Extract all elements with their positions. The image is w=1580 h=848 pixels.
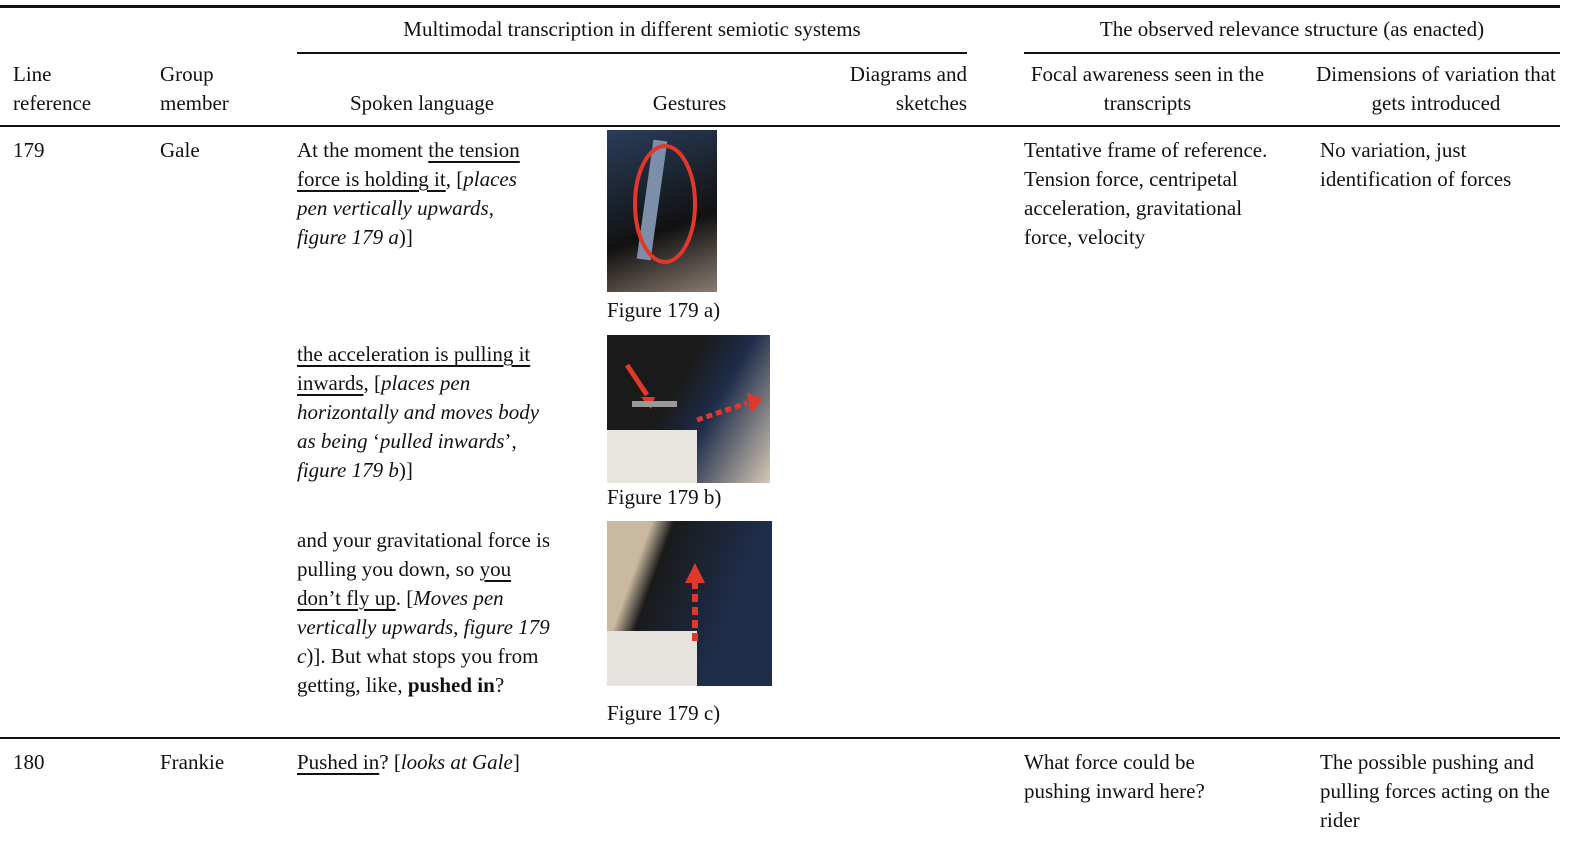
text-run: , [ — [445, 167, 464, 191]
dimensions-of-variation: The possible pushing and pulling forces … — [1320, 750, 1550, 832]
top-rule — [0, 5, 1560, 8]
header-rule — [0, 125, 1560, 127]
text-run: . [ — [395, 586, 414, 610]
text-run: ] — [512, 750, 520, 774]
text-run: pushed in — [407, 673, 495, 697]
text-run: the acceleration is pulling it inwards — [297, 342, 531, 395]
text-run: places pen horizontally and moves body a… — [297, 371, 540, 453]
text-run: Moves pen vertically upwards — [297, 586, 504, 639]
text-run: )] — [398, 225, 413, 249]
text-run: and your gravitational force is pulling … — [297, 528, 551, 581]
text-run: , [ — [363, 371, 382, 395]
text-run: , — [453, 615, 464, 639]
spoken-text: and your gravitational force is pulling … — [297, 526, 552, 700]
focal-awareness: What force could be pushing inward here? — [1024, 750, 1205, 803]
gesture-photo — [607, 130, 717, 292]
group-member: Gale — [160, 138, 200, 162]
text-run: pulled inwards — [379, 429, 505, 453]
photo-overlay — [633, 139, 697, 264]
column-header: Group member — [160, 62, 229, 115]
text-run: )]. But what stops you from getting, lik… — [297, 644, 539, 697]
group-rule — [1024, 52, 1560, 54]
text-run: places pen vertically upwards — [297, 167, 517, 220]
text-run: figure 179 b — [297, 458, 399, 482]
spoken-text: the acceleration is pulling it inwards, … — [297, 340, 552, 485]
text-run: Pushed in — [297, 750, 380, 774]
column-header: Focal awareness seen in the transcripts — [1030, 62, 1265, 115]
group-header: The observed relevance structure (as ena… — [1099, 17, 1485, 41]
column-header: Line reference — [13, 62, 92, 115]
figure-caption: Figure 179 c) — [607, 701, 721, 725]
column-header: Diagrams and sketches — [849, 62, 967, 115]
group-member: Frankie — [160, 750, 225, 774]
gesture-photo — [607, 521, 772, 686]
text-run: you don’t fly up — [297, 557, 512, 610]
figure-caption: Figure 179 a) — [607, 298, 721, 322]
text-run: figure 179 a — [297, 225, 399, 249]
text-run: figure 179 c — [297, 615, 550, 668]
line-reference: 179 — [13, 138, 45, 162]
column-header: Gestures — [652, 91, 727, 115]
photo-overlay — [607, 363, 763, 483]
spoken-text: At the moment the tension force is holdi… — [297, 136, 537, 252]
column-header: Dimensions of variation that gets introd… — [1316, 62, 1556, 115]
text-run: , — [488, 196, 494, 220]
gesture-photo — [607, 335, 770, 483]
text-run: ? — [494, 673, 505, 697]
spoken-text: Pushed in? [looks at Gale] — [297, 748, 597, 777]
text-run: ’, — [504, 429, 517, 453]
column-header: Spoken language — [349, 91, 495, 115]
row-rule — [0, 737, 1560, 739]
dimensions-of-variation: No variation, just identification of for… — [1320, 138, 1512, 191]
text-run: At the moment — [297, 138, 429, 162]
text-run: looks at Gale — [400, 750, 513, 774]
line-reference: 180 — [13, 750, 45, 774]
text-run: ? [ — [379, 750, 401, 774]
focal-awareness: Tentative frame of reference. Tension fo… — [1024, 138, 1268, 249]
text-run: )] — [398, 458, 413, 482]
figure-caption: Figure 179 b) — [607, 485, 722, 509]
group-header: Multimodal transcription in different se… — [403, 17, 861, 41]
photo-overlay — [607, 563, 705, 686]
group-rule — [297, 52, 967, 54]
text-run: ‘ — [372, 429, 380, 453]
text-run: the tension force is holding it — [297, 138, 520, 191]
